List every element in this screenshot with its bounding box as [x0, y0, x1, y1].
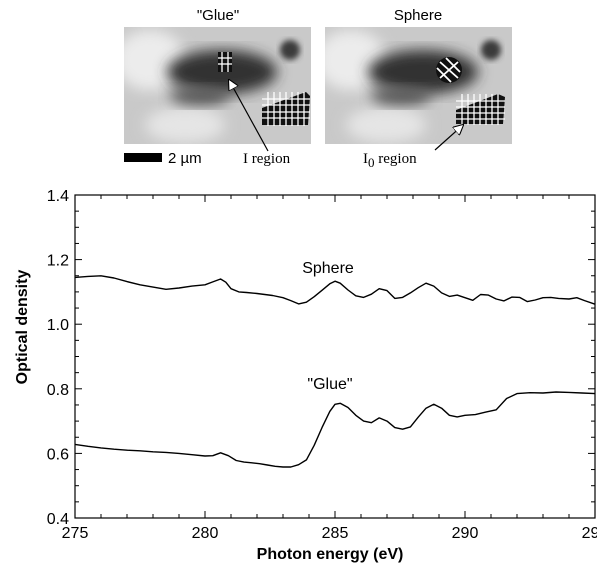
x-tick-label: 280	[192, 525, 219, 542]
panel-label-glue: "Glue"	[197, 7, 239, 24]
micrograph-sphere	[325, 27, 512, 144]
i0-region-arrow	[434, 125, 463, 151]
y-tick-label: 0.6	[47, 446, 69, 463]
micrograph-glue-i-marker	[218, 52, 232, 72]
x-tick-label: 275	[62, 525, 89, 542]
spectra-chart: 275 280 285 290 295 0.4 0.6 0.8 1.0 1.2 1.4 Sphere…	[14, 188, 597, 563]
i-region-arrow	[229, 80, 269, 152]
i0-region-label-subscript: 0	[368, 155, 375, 170]
y-tick-label: 1.0	[47, 317, 69, 334]
x-axis-label: Photon energy (eV)	[257, 546, 404, 563]
i-region-label: I region	[243, 151, 291, 167]
micrograph-glue	[124, 27, 311, 144]
i0-region-label-suffix: region	[375, 151, 418, 167]
x-tick-label: 285	[322, 525, 349, 542]
scale-bar	[124, 153, 162, 162]
micrograph-sphere-particle-tail	[371, 86, 431, 106]
i0-region-label: I0 region	[363, 151, 417, 170]
micrograph-sphere-marker-grid	[436, 57, 461, 83]
y-tick-label: 1.2	[47, 253, 69, 270]
micrograph-glue-i0-grid-lines	[262, 92, 310, 126]
y-tick-label: 0.4	[47, 511, 69, 528]
micrograph-glue-i-marker-grid	[218, 52, 232, 72]
i0-region-label-prefix: I	[363, 151, 368, 167]
micrograph-sphere-i0-grid-lines	[456, 94, 505, 125]
axis-ticks: 275 280 285 290 295 0.4 0.6 0.8 1.0 1.2 1.4	[47, 188, 597, 542]
sphere-spectrum-line	[74, 275, 596, 305]
x-tick-label: 295	[582, 525, 597, 542]
y-tick-label: 0.8	[47, 382, 69, 399]
scale-bar-label: 2 µm	[168, 150, 202, 167]
micrograph-sphere-blob	[481, 40, 501, 60]
micrograph-glue-blob	[280, 40, 300, 60]
micrograph-glue-particle-tail	[170, 86, 230, 106]
x-tick-label: 290	[452, 525, 479, 542]
micrograph-sphere-haze-2	[346, 107, 426, 143]
series-layer	[74, 275, 596, 468]
series-annotation-sphere: Sphere	[302, 260, 354, 277]
y-tick-label: 1.4	[47, 188, 69, 205]
series-annotation-glue: "Glue"	[307, 376, 352, 393]
panel-label-sphere: Sphere	[394, 7, 442, 24]
plot-area	[74, 194, 596, 519]
micrograph-glue-haze-2	[145, 107, 225, 143]
y-axis-label: Optical density	[14, 270, 31, 385]
glue-spectrum-line	[74, 391, 596, 468]
